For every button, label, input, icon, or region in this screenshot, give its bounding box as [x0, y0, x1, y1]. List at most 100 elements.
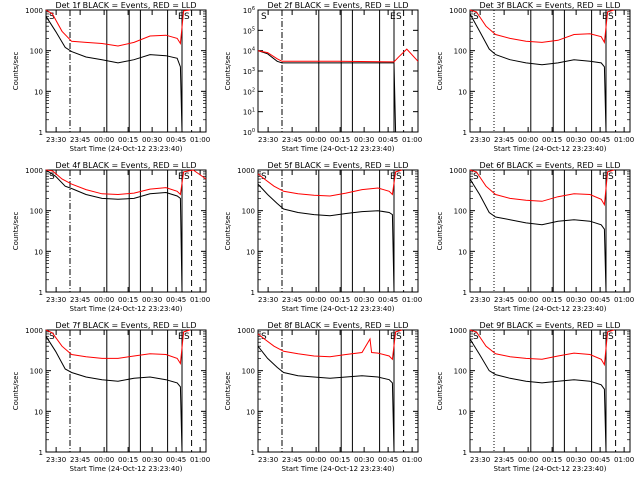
panel-title: Det 9f BLACK = Events, RED = LLD: [479, 321, 620, 330]
y-tick-label: 1000: [25, 7, 43, 15]
x-tick-label: 00:45: [590, 296, 610, 304]
flag-label: S: [396, 332, 402, 342]
x-tick-label: 00:15: [542, 456, 562, 464]
y-tick-exponent: 0: [252, 128, 255, 134]
y-tick-exponent: 1: [252, 108, 255, 114]
flag-label: S: [473, 172, 479, 182]
x-tick-label: 00:30: [142, 136, 162, 144]
y-tick-base: 10: [243, 109, 252, 117]
x-tick-label: 00:15: [118, 296, 138, 304]
flag-label: E: [178, 12, 184, 22]
x-tick-label: 00:00: [94, 456, 114, 464]
y-tick-base: 10: [243, 68, 252, 76]
x-axis-label: Start Time (24-Oct-12 23:23:40): [282, 465, 395, 473]
y-tick-exponent: 3: [252, 67, 255, 73]
x-tick-label: 23:30: [46, 296, 66, 304]
panel-7: Det 7f BLACK = Events, RED = LLD 1 10 100 10…: [12, 321, 210, 473]
y-axis-label: Counts/sec: [436, 372, 444, 411]
x-tick-label: 23:45: [70, 296, 90, 304]
y-axis-label: Counts/sec: [224, 212, 232, 251]
x-tick-label: 00:00: [518, 456, 538, 464]
x-tick-label: 23:30: [258, 136, 278, 144]
series-line-events: [257, 50, 397, 133]
y-tick-label: 104: [243, 47, 255, 56]
y-tick-label: 1: [463, 129, 467, 137]
y-tick-label: 10: [34, 248, 43, 256]
x-tick-label: 23:45: [494, 136, 514, 144]
series-line-lld: [469, 169, 615, 207]
y-tick-exponent: 4: [252, 47, 255, 53]
x-axis-label: Start Time (24-Oct-12 23:23:40): [70, 145, 183, 153]
panel-1: Det 1f BLACK = Events, RED = LLD 1 10 100 10…: [12, 1, 210, 153]
flag-label: S: [473, 332, 479, 342]
x-axis-label: Start Time (24-Oct-12 23:23:40): [494, 145, 607, 153]
x-tick-label: 23:45: [70, 136, 90, 144]
y-tick-label: 1000: [25, 327, 43, 335]
x-tick-label: 00:00: [518, 296, 538, 304]
y-axis-label: Counts/sec: [436, 212, 444, 251]
y-tick-label: 100: [242, 368, 255, 376]
flag-label: E: [390, 172, 396, 182]
flag-label: S: [608, 12, 614, 22]
x-tick-label: 23:30: [470, 296, 490, 304]
y-tick-label: 1: [39, 129, 43, 137]
series-line-lld: [469, 329, 615, 367]
x-tick-label: 00:45: [378, 456, 398, 464]
x-tick-label: 01:00: [614, 456, 634, 464]
x-tick-label: 23:45: [282, 456, 302, 464]
x-tick-label: 01:00: [402, 136, 422, 144]
y-tick-label: 100: [30, 208, 43, 216]
x-tick-label: 23:30: [258, 296, 278, 304]
series-line-events: [257, 345, 395, 453]
x-tick-label: 00:00: [306, 456, 326, 464]
x-tick-label: 23:45: [70, 456, 90, 464]
series-line-lld: [257, 48, 419, 63]
series-line-lld: [45, 9, 191, 47]
x-tick-label: 00:15: [118, 136, 138, 144]
flag-label: S: [49, 172, 55, 182]
y-tick-label: 1: [251, 449, 255, 457]
x-tick-label: 00:30: [354, 136, 374, 144]
x-tick-label: 00:30: [354, 456, 374, 464]
x-tick-label: 01:00: [614, 296, 634, 304]
x-tick-label: 00:45: [590, 456, 610, 464]
x-tick-label: 23:45: [494, 456, 514, 464]
x-tick-label: 00:15: [118, 456, 138, 464]
x-tick-label: 23:45: [494, 296, 514, 304]
y-tick-label: 105: [243, 26, 255, 35]
flag-label: S: [184, 332, 190, 342]
flag-label: E: [178, 332, 184, 342]
flag-label: E: [390, 12, 396, 22]
flag-label: S: [473, 12, 479, 22]
x-tick-label: 00:45: [166, 456, 186, 464]
y-tick-label: 10: [246, 248, 255, 256]
series-line-events: [45, 169, 183, 293]
flag-label: S: [261, 172, 267, 182]
y-tick-label: 10: [34, 408, 43, 416]
x-tick-label: 00:45: [590, 136, 610, 144]
flag-label: S: [261, 332, 267, 342]
y-tick-label: 1000: [25, 167, 43, 175]
x-tick-label: 00:15: [330, 296, 350, 304]
x-tick-label: 00:15: [330, 136, 350, 144]
panel-title: Det 7f BLACK = Events, RED = LLD: [55, 321, 196, 330]
y-tick-label: 1: [463, 449, 467, 457]
panel-4: Det 4f BLACK = Events, RED = LLD 1 10 100 10…: [12, 161, 210, 313]
y-axis-label: Counts/sec: [224, 52, 232, 91]
y-tick-label: 102: [243, 87, 255, 96]
y-tick-label: 100: [242, 208, 255, 216]
panel-title: Det 2f BLACK = Events, RED = LLD: [267, 1, 408, 10]
y-tick-label: 1: [39, 289, 43, 297]
series-line-lld: [469, 9, 615, 45]
flag-label: S: [184, 12, 190, 22]
y-tick-label: 10: [458, 408, 467, 416]
flag-label: S: [396, 12, 402, 22]
y-tick-label: 103: [243, 67, 255, 76]
flag-label: S: [49, 332, 55, 342]
panel-title: Det 4f BLACK = Events, RED = LLD: [55, 161, 196, 170]
y-tick-label: 1000: [449, 7, 467, 15]
x-tick-label: 00:00: [306, 136, 326, 144]
x-tick-label: 23:45: [282, 136, 302, 144]
panel-title: Det 5f BLACK = Events, RED = LLD: [267, 161, 408, 170]
x-tick-label: 00:30: [142, 296, 162, 304]
